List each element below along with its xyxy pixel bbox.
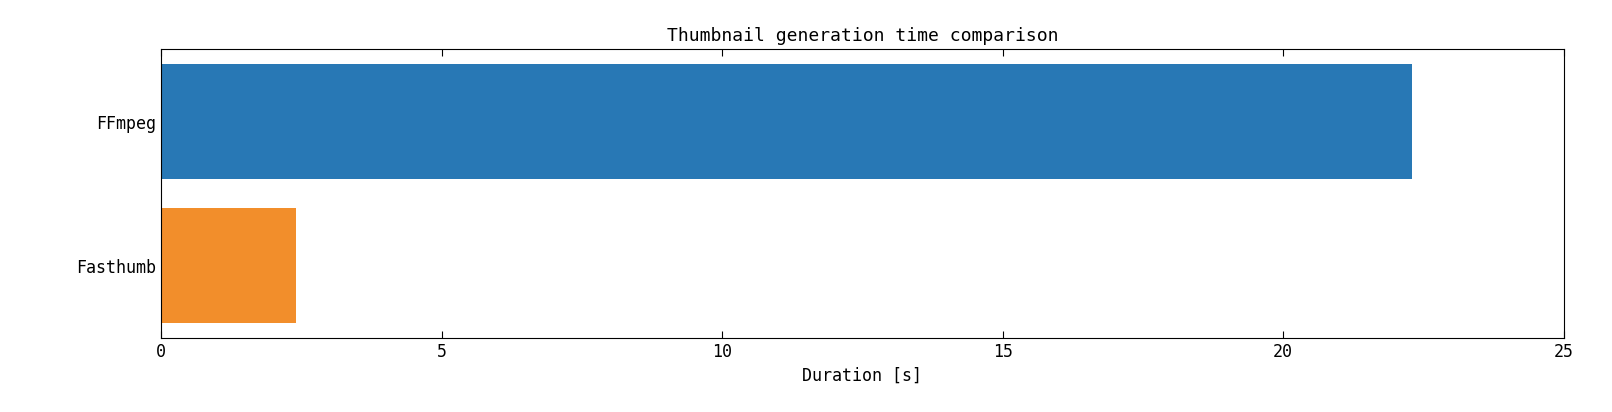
Bar <box>161 64 1412 179</box>
Bar <box>161 208 297 323</box>
X-axis label: Duration [s]: Duration [s] <box>803 366 922 384</box>
Title: Thumbnail generation time comparison: Thumbnail generation time comparison <box>667 27 1057 45</box>
